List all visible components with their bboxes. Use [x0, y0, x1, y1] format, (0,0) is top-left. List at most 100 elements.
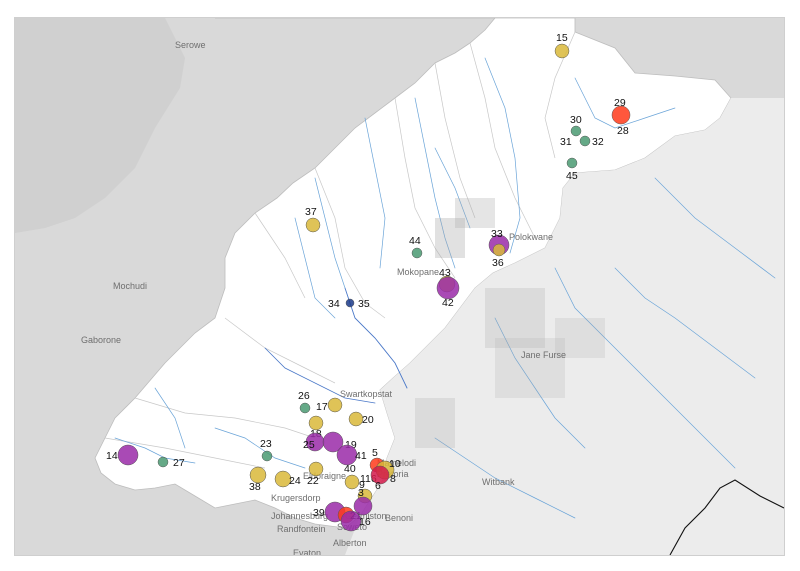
site-circle-15[interactable] [554, 43, 570, 59]
site-marker-35[interactable]: 35 [345, 298, 370, 310]
urban-patches [415, 198, 605, 448]
site-label-32: 32 [592, 136, 604, 148]
rivers [114, 57, 776, 519]
site-circle-6[interactable] [370, 465, 390, 485]
town-label-serowe: Serowe [175, 40, 206, 50]
site-marker-20[interactable]: 20 [348, 411, 374, 427]
site-circle-18[interactable] [308, 415, 324, 431]
site-label-16b: 16 [359, 516, 371, 528]
site-label-34: 34 [328, 298, 340, 310]
town-label-alberton: Alberton [333, 538, 367, 548]
site-circle-17[interactable] [327, 397, 343, 413]
site-label-29: 29 [614, 97, 626, 109]
site-label-25: 25 [303, 439, 315, 451]
site-circle-42[interactable] [436, 276, 460, 300]
site-circle-30[interactable] [570, 125, 582, 137]
site-marker-17[interactable]: 17 [316, 397, 343, 413]
site-marker-26[interactable]: 26 [298, 390, 311, 414]
site-marker-23[interactable]: 23 [260, 438, 273, 462]
site-label-45: 45 [566, 170, 578, 182]
site-label-40: 40 [344, 463, 356, 475]
town-label-mochudi: Mochudi [113, 281, 147, 291]
site-circle-24[interactable] [274, 470, 292, 488]
site-circle-14[interactable] [117, 444, 139, 466]
site-label-14: 14 [106, 450, 118, 462]
site-circle-3[interactable] [353, 496, 373, 516]
site-marker-36[interactable]: 36 [492, 243, 506, 269]
site-circle-32[interactable] [579, 135, 591, 147]
site-marker-37[interactable]: 37 [305, 206, 321, 233]
site-label-17: 17 [316, 401, 328, 413]
site-label-26: 26 [298, 390, 310, 402]
site-circle-16b[interactable] [340, 510, 362, 532]
site-marker-41[interactable]: 41 [336, 444, 367, 466]
town-label-jane-furse: Jane Furse [521, 350, 566, 360]
town-label-eldoraigne: Eldoraigne [303, 471, 346, 481]
site-circle-22[interactable] [308, 461, 324, 477]
site-label-20: 20 [362, 414, 374, 426]
site-marker-27[interactable]: 27 [157, 456, 185, 469]
site-label-33: 33 [491, 228, 503, 240]
site-circle-20[interactable] [348, 411, 364, 427]
site-circle-45[interactable] [566, 157, 578, 169]
site-marker-16[interactable]: 16 [365, 473, 377, 485]
site-circle-19[interactable] [322, 431, 344, 453]
site-circle-40[interactable] [344, 474, 360, 490]
site-marker-34[interactable]: 34 [328, 298, 340, 310]
site-marker-25[interactable]: 25 [303, 432, 325, 452]
site-marker-22[interactable]: 22 [307, 461, 324, 487]
site-label-31: 31 [560, 136, 572, 148]
site-label-24: 24 [289, 475, 301, 487]
town-label-germiston: Germiston [345, 511, 387, 521]
site-marker-31[interactable]: 31 [560, 136, 572, 148]
site-marker-3[interactable]: 3 [353, 487, 373, 516]
town-label-evaton: Evaton [293, 548, 321, 555]
site-label-15: 15 [556, 32, 568, 44]
town-label-krugersdorp: Krugersdorp [271, 493, 321, 503]
site-marker-6[interactable]: 6 [370, 465, 390, 492]
site-marker-40[interactable]: 40 [344, 463, 360, 490]
site-marker-30[interactable]: 30 [570, 114, 582, 137]
eastern-land [345, 98, 784, 555]
site-label-43: 43 [439, 267, 451, 279]
site-label-10: 10 [389, 458, 401, 470]
site-circle-26[interactable] [299, 402, 311, 414]
site-circle-35[interactable] [345, 298, 355, 308]
site-circle-36[interactable] [492, 243, 506, 257]
site-circle-38[interactable] [249, 466, 267, 484]
site-circle-41[interactable] [336, 444, 358, 466]
map-frame[interactable]: Serowe Mochudi Gaborone Polokwane Mokopane Ja… [14, 17, 785, 556]
town-label-mamelodi: Mamelodi [377, 458, 416, 468]
site-label-36: 36 [492, 257, 504, 269]
site-marker-14[interactable]: 14 [106, 444, 139, 466]
site-label-19: 19 [345, 439, 357, 451]
site-circle-29[interactable] [611, 105, 631, 125]
site-marker-29[interactable]: 29 [611, 97, 631, 125]
site-circle-27[interactable] [157, 456, 169, 468]
site-label-35: 35 [358, 298, 370, 310]
site-marker-19[interactable]: 19 [322, 431, 357, 453]
site-marker-32[interactable]: 32 [579, 135, 604, 148]
site-label-39: 39 [313, 507, 325, 519]
site-circle-37[interactable] [305, 217, 321, 233]
site-marker-1[interactable]: 1 [360, 473, 366, 485]
town-label-mokopane: Mokopane [397, 267, 439, 277]
site-circle-23[interactable] [261, 450, 273, 462]
map-canvas[interactable]: Serowe Mochudi Gaborone Polokwane Mokopane Ja… [15, 18, 784, 555]
site-label-6: 6 [375, 480, 381, 492]
site-marker-15[interactable]: 15 [554, 32, 570, 59]
site-marker-45[interactable]: 45 [566, 157, 578, 182]
site-marker-38[interactable]: 38 [249, 466, 267, 493]
site-marker-16b[interactable]: 16 [340, 510, 371, 532]
site-marker-28[interactable]: 28 [617, 125, 629, 137]
site-marker-42[interactable]: 42 [436, 276, 460, 309]
site-label-27: 27 [173, 457, 185, 469]
sites-layer[interactable]: 1529283031324537333644434234352617201825… [106, 32, 631, 532]
site-marker-8[interactable]: 8 [390, 473, 396, 485]
site-label-38: 38 [249, 481, 261, 493]
site-marker-44[interactable]: 44 [409, 235, 423, 259]
site-circle-44[interactable] [411, 247, 423, 259]
site-marker-24[interactable]: 24 [274, 470, 301, 488]
border-line [669, 479, 784, 555]
site-label-28: 28 [617, 125, 629, 137]
